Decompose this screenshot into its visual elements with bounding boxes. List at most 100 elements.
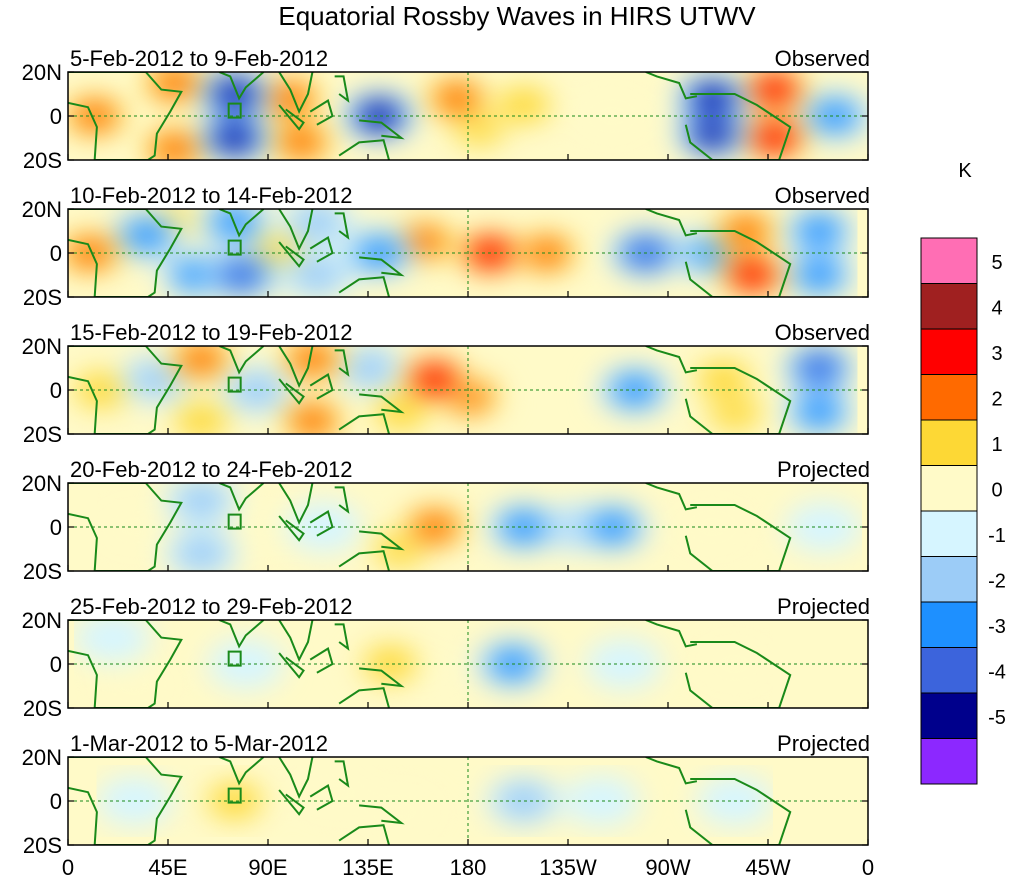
anomaly-field [68, 209, 868, 297]
colorbar-swatch [920, 601, 978, 648]
anomaly-blob [797, 398, 841, 426]
x-tick-label: 0 [862, 855, 874, 880]
anomaly-blob [585, 639, 662, 689]
anomaly-blob [416, 367, 454, 391]
panel-date-label: 15-Feb-2012 to 19-Feb-2012 [70, 320, 353, 345]
coastline [645, 620, 698, 648]
anomaly-blob [435, 84, 479, 113]
coastline [319, 687, 391, 708]
anomaly-blob [341, 350, 395, 386]
panel-date-label: 10-Feb-2012 to 14-Feb-2012 [70, 183, 353, 208]
anomaly-blob [591, 513, 634, 541]
coastline [218, 757, 265, 786]
anomaly-blob [362, 105, 396, 127]
x-tick-label: 180 [450, 855, 487, 880]
x-tick-label: 0 [62, 855, 74, 880]
anomaly-blob [497, 87, 551, 123]
anomaly-blob [222, 263, 260, 287]
anomaly-field [68, 483, 868, 571]
x-tick-label: 45E [148, 855, 187, 880]
y-tick-label: 0 [50, 241, 62, 266]
colorbar-unit: K [958, 160, 972, 182]
colorbar-label: 0 [991, 479, 1002, 501]
anomaly-blob [208, 783, 262, 819]
anomaly-blob [296, 765, 373, 815]
coastline [218, 72, 265, 101]
region-box [227, 513, 242, 530]
anomaly-blob [290, 257, 344, 293]
anomaly-blob [174, 403, 228, 434]
y-tick-label: 20N [22, 608, 62, 633]
coastline [278, 789, 305, 816]
coastline [278, 346, 314, 389]
anomaly-blob [218, 83, 252, 105]
panel-status-label: Observed [775, 320, 870, 345]
colorbar-swatch [920, 647, 978, 694]
anomaly-blob [497, 783, 551, 819]
anomaly-blob [74, 620, 151, 663]
anomaly-field [68, 346, 868, 434]
colorbar-swatch [920, 374, 978, 421]
region-box [227, 102, 242, 119]
coastlines [68, 346, 792, 434]
coastline [68, 209, 183, 297]
colorbar-label: -4 [988, 661, 1006, 683]
colorbar-swatch [920, 419, 978, 466]
panel-date-label: 20-Feb-2012 to 24-Feb-2012 [70, 457, 353, 482]
region-box [227, 239, 242, 256]
coastline [684, 230, 792, 297]
region-box [227, 376, 242, 393]
coastline [319, 139, 391, 160]
colorbar-swatch [920, 738, 978, 785]
coastline [684, 778, 792, 845]
panel-3: 20N 0 20S 15-Feb-2012 to 19-Feb-2012 Observe… [22, 320, 870, 447]
coastline [334, 212, 350, 240]
y-tick-label: 20N [22, 60, 62, 85]
anomaly-blob [734, 263, 771, 287]
anomaly-blob [180, 346, 223, 374]
coastline [309, 373, 334, 400]
coastline [309, 236, 334, 263]
coastline [278, 209, 314, 252]
anomaly-blob [363, 646, 417, 682]
coastline [278, 241, 305, 268]
coastline [218, 483, 265, 512]
coastline [278, 72, 314, 115]
y-tick-label: 20N [22, 334, 62, 359]
coastline [645, 483, 698, 511]
y-tick-label: 0 [50, 652, 62, 677]
anomaly-blob [785, 502, 862, 552]
y-tick-label: 20S [23, 833, 62, 858]
coastline [309, 510, 334, 537]
anomaly-blob [502, 513, 545, 541]
panel-4: 20N 0 20S 20-Feb-2012 to 24-Feb-2012 Project… [22, 457, 870, 584]
coastline [278, 483, 314, 526]
y-tick-label: 20N [22, 745, 62, 770]
colorbar-swatch [920, 556, 978, 603]
colorbar-label: 5 [991, 252, 1002, 274]
coastline [278, 378, 305, 405]
colorbar-label: -1 [988, 525, 1006, 547]
coastline [359, 393, 405, 414]
anomaly-blob [695, 87, 730, 110]
anomaly-blob [797, 261, 841, 289]
panel-date-label: 5-Feb-2012 to 9-Feb-2012 [70, 46, 328, 71]
coastline [359, 804, 405, 825]
x-tick-label: 135W [539, 855, 597, 880]
coastline [218, 209, 265, 238]
colorbar-label: 1 [991, 434, 1002, 456]
anomaly-blob [291, 346, 334, 374]
coastline [278, 515, 305, 542]
anomaly-blob [357, 239, 401, 267]
coastline [218, 620, 265, 649]
coastline [334, 760, 350, 788]
y-tick-label: 0 [50, 515, 62, 540]
x-tick-label: 90E [248, 855, 287, 880]
coastline [359, 119, 405, 140]
colorbar-label: 2 [991, 388, 1002, 410]
anomaly-blob [153, 72, 196, 97]
coastline [334, 349, 350, 377]
colorbar-label: -5 [988, 707, 1006, 729]
coastline [684, 504, 792, 571]
y-tick-label: 20N [22, 197, 62, 222]
